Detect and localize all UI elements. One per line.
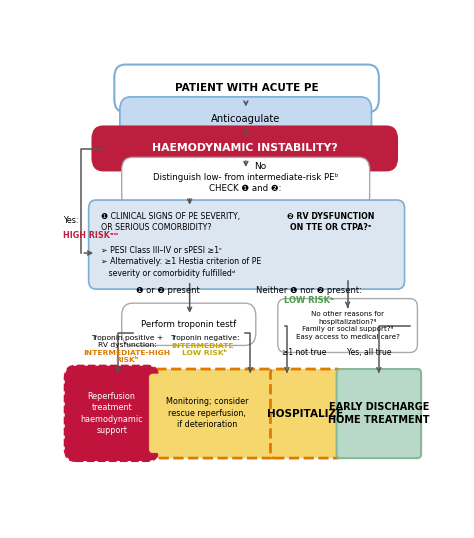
Text: No other reasons for
hospitalization?ᵍ
Family or social support?ᵍ
Easy access to: No other reasons for hospitalization?ᵍ F…	[296, 311, 400, 340]
FancyBboxPatch shape	[149, 374, 265, 452]
Text: Anticoagulate: Anticoagulate	[211, 114, 280, 124]
Text: No: No	[254, 161, 266, 171]
FancyBboxPatch shape	[65, 366, 158, 461]
FancyBboxPatch shape	[89, 200, 405, 289]
Text: ≥1 not true: ≥1 not true	[283, 348, 327, 357]
Text: Reperfusion
treatment
haemodynamic
support: Reperfusion treatment haemodynamic suppo…	[80, 392, 143, 435]
FancyBboxPatch shape	[92, 126, 397, 171]
Text: EARLY DISCHARGE
HOME TREATMENT: EARLY DISCHARGE HOME TREATMENT	[328, 402, 429, 425]
Text: Troponin negative:: Troponin negative:	[170, 335, 239, 341]
Text: ❶ CLINICAL SIGNS OF PE SEVERITY,
OR SERIOUS COMORBIDITY?

➢ PESI Class III–IV or: ❶ CLINICAL SIGNS OF PE SEVERITY, OR SERI…	[101, 211, 262, 278]
FancyBboxPatch shape	[278, 299, 418, 352]
Text: Distinguish low- from intermediate-risk PEᵇ
CHECK ❶ and ❷:: Distinguish low- from intermediate-risk …	[153, 173, 338, 193]
Text: INTERMEDIATE-HIGH
RISKᵇ: INTERMEDIATE-HIGH RISKᵇ	[83, 350, 171, 363]
FancyBboxPatch shape	[271, 369, 340, 458]
Text: Yes:: Yes:	[63, 216, 78, 225]
Text: LOW RISKᵇ: LOW RISKᵇ	[284, 296, 334, 305]
Text: Yes, all true: Yes, all true	[347, 348, 392, 357]
Text: Troponin positive +
RV dysfunction:: Troponin positive + RV dysfunction:	[91, 335, 164, 348]
Text: Perform troponin testḟ: Perform troponin testḟ	[141, 320, 237, 329]
FancyBboxPatch shape	[337, 369, 421, 458]
Text: HAEMODYNAMIC INSTABILITY?: HAEMODYNAMIC INSTABILITY?	[152, 144, 337, 153]
Text: Neither ❶ nor ❷ present:: Neither ❶ nor ❷ present:	[256, 286, 362, 295]
FancyBboxPatch shape	[122, 157, 370, 208]
Text: ❷ RV DYSFUNCTION
ON TTE OR CTPA?ᵉ: ❷ RV DYSFUNCTION ON TTE OR CTPA?ᵉ	[287, 211, 375, 232]
Text: PATIENT WITH ACUTE PE: PATIENT WITH ACUTE PE	[175, 83, 319, 94]
Text: HIGH RISKᵃʷ: HIGH RISKᵃʷ	[63, 231, 118, 240]
FancyBboxPatch shape	[114, 65, 379, 112]
FancyBboxPatch shape	[122, 303, 256, 345]
FancyBboxPatch shape	[66, 369, 274, 458]
Text: INTERMEDIATE-
LOW RISKᵇ: INTERMEDIATE- LOW RISKᵇ	[172, 343, 237, 356]
Text: Monitoring; consider
rescue reperfusion,
if deterioration: Monitoring; consider rescue reperfusion,…	[166, 398, 248, 429]
Text: ❶ or ❷ present: ❶ or ❷ present	[136, 286, 200, 295]
FancyBboxPatch shape	[120, 97, 372, 141]
Text: HOSPITALIZE: HOSPITALIZE	[267, 408, 344, 419]
